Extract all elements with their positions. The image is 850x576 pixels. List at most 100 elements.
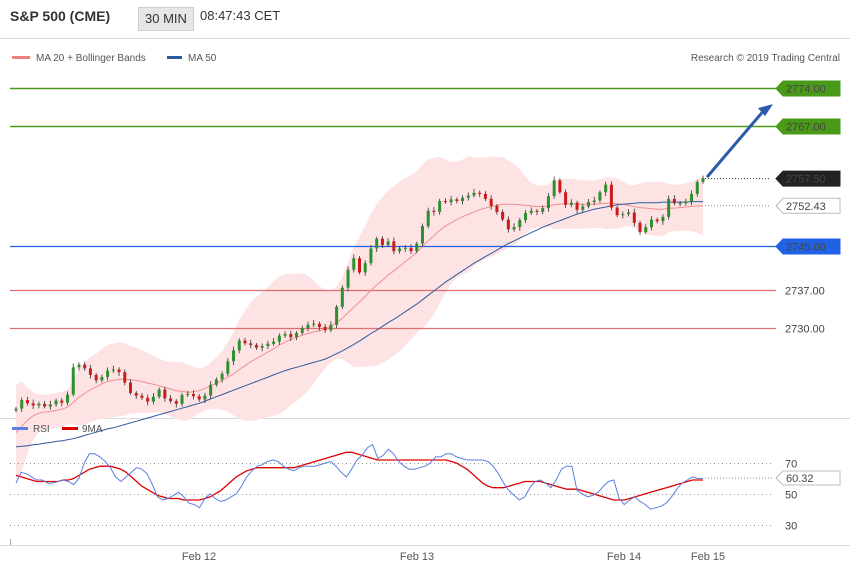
candle xyxy=(329,321,333,333)
candle xyxy=(249,339,253,349)
candle xyxy=(701,175,705,184)
candle xyxy=(432,207,436,216)
candle-body xyxy=(197,396,201,400)
candle-body xyxy=(592,200,596,203)
candle xyxy=(581,203,585,213)
current-price-label-tag xyxy=(775,170,841,187)
candle xyxy=(151,392,155,405)
candle-body xyxy=(346,269,350,288)
candle xyxy=(174,399,178,408)
candle xyxy=(358,256,361,275)
candle xyxy=(191,390,195,400)
candle xyxy=(295,331,299,341)
rsi-value-label: 60.32 xyxy=(786,473,814,485)
candle xyxy=(615,205,619,218)
candle-body xyxy=(569,202,573,205)
candle-body xyxy=(501,211,505,220)
candle xyxy=(546,192,550,212)
candle-body xyxy=(649,219,653,228)
date-label-feb-15: Feb 15 xyxy=(691,551,725,563)
candle xyxy=(134,391,138,399)
candle-body xyxy=(598,192,602,201)
level-label-2767.00-tag xyxy=(775,118,841,135)
candle-body xyxy=(369,248,373,264)
candle xyxy=(232,346,236,365)
candle-body xyxy=(529,210,533,214)
candle-body xyxy=(581,206,585,210)
candle xyxy=(632,208,636,227)
candle-body xyxy=(14,408,18,411)
candle xyxy=(443,198,447,205)
candle-body xyxy=(71,367,75,395)
level-label-2774.00-tag xyxy=(775,80,841,97)
date-label-feb-14: Feb 14 xyxy=(607,551,641,563)
candle xyxy=(592,196,596,206)
candle xyxy=(575,200,579,214)
candle-body xyxy=(191,394,195,397)
candle-body xyxy=(209,384,213,396)
candle xyxy=(243,337,247,346)
candle-body xyxy=(306,324,310,329)
candle-body xyxy=(260,346,264,348)
timestamp: 08:47:43 CET xyxy=(200,8,281,23)
rsi-value-tag xyxy=(775,470,841,486)
candle xyxy=(146,394,150,406)
candle xyxy=(48,400,52,410)
timeframe-selector[interactable]: 30 MIN xyxy=(138,7,194,31)
candle xyxy=(346,266,350,292)
ma50-line xyxy=(15,201,703,448)
candle-body xyxy=(495,205,499,212)
candle xyxy=(495,204,499,215)
candle-body xyxy=(380,238,384,246)
candle xyxy=(209,381,213,399)
candle-body xyxy=(638,222,642,233)
candle-body xyxy=(506,219,510,230)
candle-body xyxy=(266,343,270,347)
candle xyxy=(214,377,218,387)
candle-body xyxy=(117,369,121,373)
candle-body xyxy=(609,184,613,208)
candle-body xyxy=(627,212,631,215)
candle-body xyxy=(226,361,230,374)
level-label-2745.00-tag xyxy=(775,238,841,255)
candle xyxy=(43,400,47,409)
candle xyxy=(501,209,505,222)
level-label-2774.00: 2774.00 xyxy=(786,84,826,96)
candle xyxy=(552,176,556,199)
candle xyxy=(352,254,356,273)
level-label-2730.00: 2730.00 xyxy=(785,324,825,336)
candle-body xyxy=(54,400,58,405)
candle-body xyxy=(283,334,287,336)
candle-body xyxy=(409,247,413,252)
projection xyxy=(705,104,773,207)
level-label-2737.00: 2737.00 xyxy=(785,286,825,298)
candle-body xyxy=(518,220,522,228)
candle xyxy=(37,401,41,409)
candle-body xyxy=(232,350,236,362)
candle xyxy=(375,236,379,253)
candle xyxy=(472,189,476,198)
candle-body xyxy=(169,398,173,402)
candle-body xyxy=(323,326,327,331)
candle xyxy=(25,396,29,406)
candle xyxy=(123,369,127,386)
candle-body xyxy=(672,198,676,204)
candle xyxy=(77,362,81,371)
candle-body xyxy=(329,324,333,331)
ma20-value-label-tag xyxy=(775,197,841,214)
candle xyxy=(392,237,396,255)
candle xyxy=(312,319,316,328)
chart-header: S&P 500 (CME) 30 MIN 08:47:43 CET xyxy=(0,0,850,38)
candle-body xyxy=(535,210,539,212)
candle-body xyxy=(558,180,562,193)
candle xyxy=(203,392,207,404)
candle-body xyxy=(455,199,459,202)
candle xyxy=(524,210,528,223)
candle xyxy=(466,192,470,201)
candle xyxy=(558,178,562,195)
candle xyxy=(420,223,424,247)
candle xyxy=(380,236,384,248)
candle xyxy=(226,358,230,377)
candle-body xyxy=(220,373,224,380)
